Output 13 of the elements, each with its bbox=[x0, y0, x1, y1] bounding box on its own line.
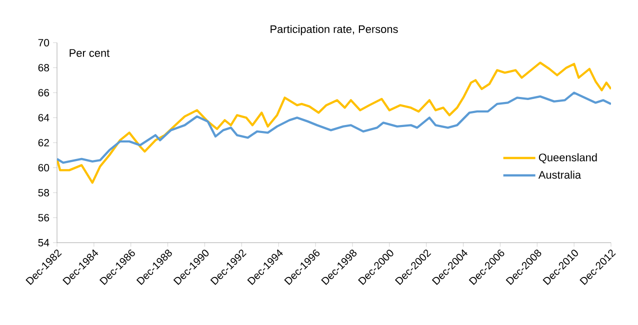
chart-title: Participation rate, Persons bbox=[270, 24, 398, 36]
y-tick-label: 58 bbox=[38, 189, 50, 196]
y-axis-title: Per cent bbox=[70, 49, 110, 57]
y-tick-label: 66 bbox=[38, 89, 50, 96]
legend-label: Australia bbox=[538, 170, 582, 179]
y-tick-label: 62 bbox=[38, 139, 49, 146]
y-tick-label: 70 bbox=[38, 39, 50, 46]
y-tick-label: 60 bbox=[38, 164, 50, 172]
y-tick-label: 56 bbox=[38, 214, 50, 222]
legend-label: Queensland bbox=[538, 153, 597, 164]
y-tick-label: 64 bbox=[38, 114, 50, 122]
y-tick-label: 54 bbox=[38, 239, 50, 246]
y-tick-label: 68 bbox=[38, 64, 50, 72]
